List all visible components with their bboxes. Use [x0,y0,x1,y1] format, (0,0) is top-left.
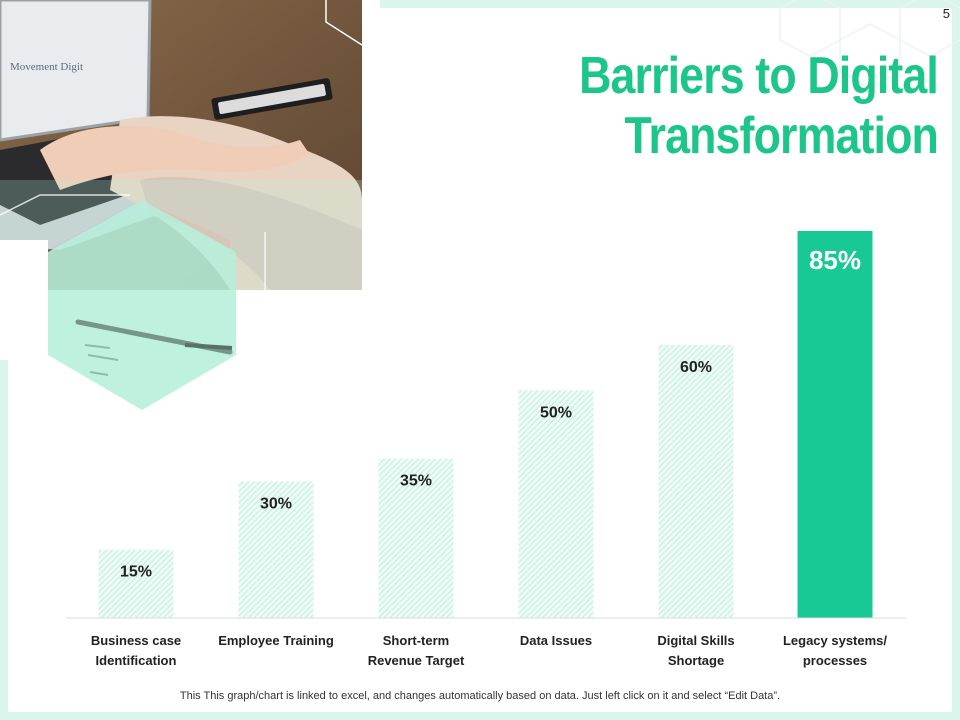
bar-0 [98,549,174,618]
category-label-5-0: Legacy systems/ [783,633,887,648]
bar-2 [378,458,454,618]
category-label-2-0: Short-term [383,633,449,648]
data-label-3: 50% [540,404,572,421]
data-label-4: 60% [680,359,712,376]
data-label-1: 30% [260,495,292,512]
slide-title: Barriers to Digital Transformation [536,46,939,166]
data-label-0: 15% [120,564,152,581]
bar-4 [658,344,734,618]
title-line-2: Transformation [624,107,939,165]
bar-3 [518,390,594,618]
category-label-5-1: processes [803,653,867,668]
data-label-5: 85% [809,245,861,275]
category-label-4-0: Digital Skills [657,633,734,648]
category-label-0-1: Identification [96,653,177,668]
category-label-0-0: Business case [91,633,181,648]
category-label-1-0: Employee Training [218,633,334,648]
bar-1 [238,481,314,618]
bar-5 [797,231,873,618]
page-number: 5 [942,6,950,21]
title-line-1: Barriers to Digital [579,47,939,105]
category-label-4-1: Shortage [668,653,724,668]
category-label-3-0: Data Issues [520,633,592,648]
data-label-2: 35% [400,473,432,490]
category-label-2-1: Revenue Target [368,653,465,668]
footer-note: This This graph/chart is linked to excel… [179,690,781,702]
